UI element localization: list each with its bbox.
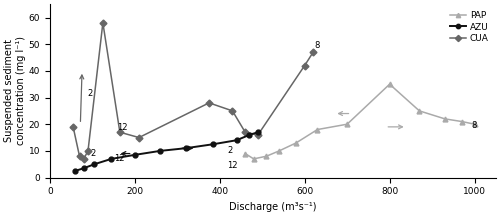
Line: CUA: CUA (70, 20, 316, 161)
PAP (459, 120, 465, 123)
PAP (314, 128, 320, 131)
Y-axis label: Suspended sediment
concentration (mg l⁻¹): Suspended sediment concentration (mg l⁻¹… (4, 36, 26, 145)
PAP (416, 110, 422, 112)
PAP (242, 152, 248, 155)
AZU (210, 143, 216, 146)
CUA (76, 155, 82, 157)
CUA (70, 125, 76, 128)
CUA (206, 102, 212, 104)
CUA (117, 131, 123, 133)
PAP (264, 155, 270, 157)
Text: 12: 12 (114, 154, 125, 163)
CUA (81, 158, 87, 160)
X-axis label: Discharge (m³s⁻¹): Discharge (m³s⁻¹) (229, 202, 316, 212)
CUA (310, 51, 316, 54)
CUA (230, 110, 235, 112)
AZU (255, 131, 261, 133)
Text: 2: 2 (228, 146, 232, 155)
Legend: PAP, AZU, CUA: PAP, AZU, CUA (447, 9, 492, 46)
CUA (302, 64, 308, 67)
PAP (472, 123, 478, 125)
CUA (242, 131, 248, 133)
AZU (132, 154, 138, 156)
AZU (108, 158, 114, 160)
Text: 8: 8 (314, 41, 320, 49)
Text: 2: 2 (90, 149, 96, 157)
AZU (246, 133, 252, 136)
CUA (85, 150, 91, 152)
AZU (81, 167, 87, 170)
AZU (92, 163, 98, 165)
PAP (276, 150, 282, 152)
AZU (234, 139, 239, 141)
AZU (157, 150, 163, 152)
PAP (386, 83, 392, 86)
Text: 2: 2 (87, 89, 92, 98)
Text: 12: 12 (117, 123, 128, 132)
AZU (72, 170, 78, 172)
PAP (250, 158, 256, 160)
Line: PAP: PAP (243, 82, 477, 161)
CUA (100, 22, 106, 24)
Text: 8: 8 (471, 121, 476, 130)
PAP (344, 123, 350, 125)
Text: 12: 12 (228, 160, 238, 170)
Line: AZU: AZU (73, 130, 260, 173)
CUA (136, 136, 142, 139)
PAP (442, 118, 448, 120)
PAP (293, 141, 299, 144)
AZU (182, 147, 188, 149)
CUA (255, 133, 261, 136)
